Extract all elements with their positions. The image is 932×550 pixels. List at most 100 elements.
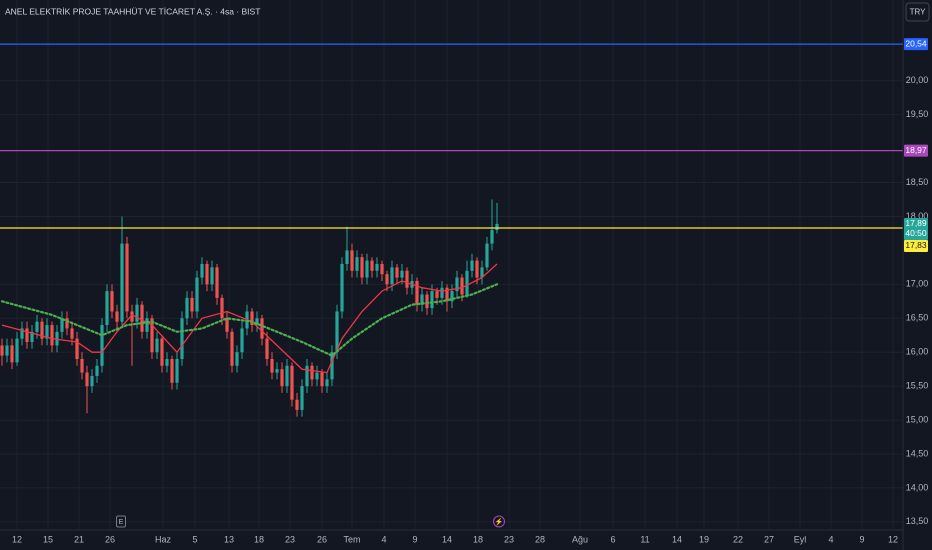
earnings-marker: [116, 515, 126, 528]
candle-body: [425, 294, 429, 309]
moving-average-line: [0, 283, 499, 357]
x-tick-label: 14: [672, 534, 682, 544]
candle-body: [315, 372, 319, 380]
candle-body: [345, 250, 349, 264]
candle-body: [200, 263, 204, 278]
candle-body: [295, 399, 299, 410]
x-tick-label: Tem: [343, 534, 360, 544]
candle-body: [135, 304, 139, 322]
chart-title: ANEL ELEKTRİK PROJE TAAHHÜT VE TİCARET A…: [5, 6, 260, 16]
candle-body: [320, 372, 324, 387]
candle-body: [440, 287, 444, 298]
candle-body: [215, 267, 219, 298]
y-tick-label: 15,00: [906, 414, 929, 424]
axes: 13,50 14,00 14,50 15,00 15,50 16,00 16,50 17,00…: [12, 38, 928, 544]
candle-body: [260, 318, 264, 339]
last-price-label: 17,89: [905, 218, 927, 228]
candle-body: [25, 328, 29, 343]
candle-body: [205, 263, 209, 285]
candle-body: [445, 287, 449, 302]
candle-body: [30, 331, 34, 343]
x-tick-label: 5: [192, 534, 197, 544]
x-tick-label: Eyl: [794, 534, 807, 544]
candle-body: [15, 338, 19, 363]
candle-body: [395, 267, 399, 278]
candle-body: [185, 297, 189, 319]
candle-body: [195, 277, 199, 312]
candle-body: [415, 280, 419, 305]
grid: [0, 0, 903, 530]
candle-body: [0, 345, 4, 356]
y-tick-label: 18,00: [906, 211, 929, 221]
candle-body: [70, 328, 74, 339]
x-tick-label: 11: [640, 534, 649, 544]
x-tick-label: 26: [317, 534, 327, 544]
candle-body: [35, 321, 39, 332]
price-tag: [904, 239, 928, 252]
x-tick-label: 15: [43, 534, 53, 544]
currency-button[interactable]: [905, 2, 930, 22]
candle-body: [85, 372, 89, 387]
dividend-marker: [493, 515, 505, 528]
y-tick-label: 20,00: [906, 75, 929, 85]
candle-body: [435, 291, 439, 298]
x-tick-label: 23: [285, 534, 295, 544]
x-tick-label: Ağu: [572, 534, 588, 544]
x-tick-label: 26: [105, 534, 115, 544]
x-tick-label: 4: [828, 534, 833, 544]
candle-body: [380, 263, 384, 275]
x-tick-label: 27: [764, 534, 774, 544]
plot-area: [0, 43, 903, 417]
candle-body: [480, 267, 484, 278]
candle-body: [325, 379, 329, 387]
x-tick-label: Haz: [155, 534, 172, 544]
candle-body: [290, 365, 294, 400]
candle-body: [5, 345, 9, 356]
y-tick-label: 18,50: [906, 177, 929, 187]
candle-body: [230, 331, 234, 366]
candle-body: [110, 291, 114, 312]
candle-body: [255, 318, 259, 326]
candle-body: [210, 267, 214, 285]
candle-body: [275, 369, 279, 373]
candle-body: [100, 325, 104, 366]
price-tag-label: 17,83: [905, 240, 927, 250]
x-tick-label: 9: [412, 534, 417, 544]
candle-body: [180, 318, 184, 359]
candle-body: [90, 375, 94, 387]
candle-body: [265, 338, 269, 359]
y-tick-label: 16,00: [906, 347, 929, 357]
last-price-tag: [904, 217, 928, 240]
candle-body: [360, 257, 364, 278]
candle-body: [455, 277, 459, 292]
y-tick-label: 14,00: [906, 482, 929, 492]
x-tick-label: 4: [381, 534, 386, 544]
candle-body: [305, 365, 309, 387]
event-marker-label: ⚡: [495, 517, 504, 526]
candle-body: [420, 294, 424, 305]
currency-label[interactable]: TRY: [910, 8, 927, 17]
y-tick-label: 14,50: [906, 448, 929, 458]
candle-body: [330, 352, 334, 380]
x-tick-label: 19: [699, 534, 709, 544]
y-tick-label: 19,50: [906, 109, 929, 119]
candle-body: [10, 345, 14, 363]
candle-body: [65, 318, 69, 329]
candle-body: [450, 291, 454, 302]
candle-body: [355, 257, 359, 271]
candle-body: [80, 358, 84, 373]
x-tick-label: 18: [254, 534, 264, 544]
candle-body: [235, 352, 239, 366]
candle-body: [390, 267, 394, 285]
candle-body: [405, 270, 409, 288]
y-tick-label: 13,50: [906, 516, 929, 526]
candle-body: [140, 304, 144, 332]
x-tick-label: 12: [888, 534, 898, 544]
x-tick-label: 22: [733, 534, 743, 544]
candle-body: [470, 260, 474, 271]
candle-body: [45, 325, 49, 339]
candle-body: [150, 318, 154, 353]
price-tag-label: 18,97: [905, 145, 927, 155]
candle-body: [50, 325, 54, 346]
countdown-label: 40:50: [905, 228, 927, 238]
